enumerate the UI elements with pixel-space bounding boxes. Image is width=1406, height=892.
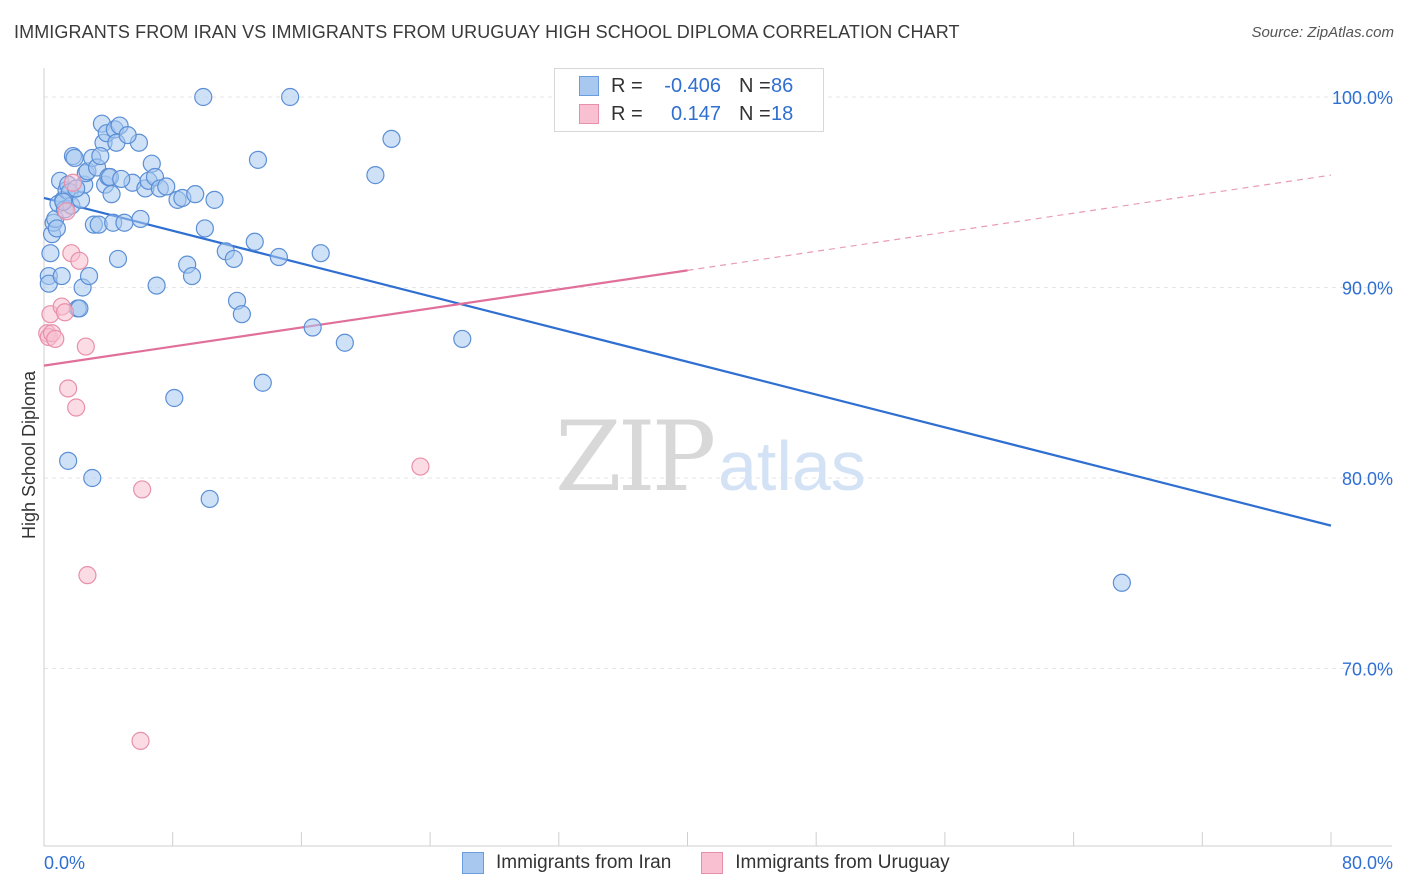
legend-n-label: N = [739,74,771,97]
uruguay-trendline [43,269,688,367]
uruguay-point [46,329,65,349]
legend-label-uruguay: Immigrants from Uruguay [735,852,950,873]
iran-point [115,213,134,232]
legend-swatch-iran [462,852,484,874]
iran-point [194,87,213,107]
iran-point [303,318,322,337]
chart-title: IMMIGRANTS FROM IRAN VS IMMIGRANTS FROM … [14,22,960,42]
uruguay-point [57,202,76,221]
iran-point [112,169,131,189]
iran-point [253,373,272,392]
legend-r-value: -0.406 [664,74,721,97]
iran-point [47,219,66,238]
legend-r-label: R = [611,74,643,97]
legend-row-uruguay: R = 0.147 N = 18 [579,101,811,127]
iran-point [205,190,224,209]
x-tick-label: 0.0% [44,853,85,873]
uruguay-point [411,457,430,476]
watermark: ZIP atlas [555,401,866,513]
uruguay-point [78,566,97,585]
uruguay-point [67,398,86,417]
tick-labels: 70.0% 80.0% 90.0% 100.0% 0.0% 80.0% High Schoo… [19,88,1393,873]
iran-point [366,166,385,185]
iran-point [245,232,264,251]
iran-point [311,244,330,263]
legend-n-label: N = [739,102,771,125]
iran-point [195,219,214,238]
uruguay-point [70,251,89,270]
uruguay-trendline [687,174,1332,271]
uruguay-point [131,731,150,750]
iran-point [453,329,472,349]
iran-point [182,266,202,286]
iran-point [41,244,60,263]
legend-n-value: 86 [771,74,794,97]
iran-point [79,266,99,286]
series-legend: Immigrants from Iran Immigrants from Uru… [462,852,980,874]
iran-point [59,451,78,470]
x-tick-label: 80.0% [1342,853,1393,873]
iran-point [157,177,176,196]
iran-point [186,185,205,204]
watermark-atlas: atlas [718,427,866,505]
uruguay-point [76,337,95,356]
y-tick-label: 100.0% [1332,88,1393,108]
uruguay-point [63,173,83,192]
iran-trendline [43,196,1332,527]
grid-lines [44,96,1392,669]
watermark-zip: ZIP [555,401,714,513]
iran-point [224,249,243,269]
legend-r-label: R = [611,102,643,125]
iran-point [165,388,184,408]
legend-swatch-uruguay [701,852,724,874]
iran-point [91,146,110,166]
stats-legend: R = -0.406 N = 86 R = 0.147 N = 18 [554,68,824,132]
iran-point [118,126,137,145]
iran-point [281,87,300,107]
trendlines [43,174,1332,527]
iran-point [335,333,354,352]
iran-point [147,276,166,295]
uruguay-point [55,303,75,322]
uruguay-point [59,379,78,398]
iran-point [102,185,121,204]
iran-point [131,209,150,229]
y-axis-label: High School Diploma [19,370,39,539]
legend-item-uruguay: Immigrants from Uruguay [701,852,950,874]
legend-item-iran: Immigrants from Iran [462,852,671,874]
legend-row-iran: R = -0.406 N = 86 [579,73,811,99]
iran-point [248,150,268,169]
legend-label-iran: Immigrants from Iran [496,852,672,873]
iran-point [200,489,219,509]
iran-point [1112,573,1131,592]
y-tick-label: 90.0% [1342,279,1393,299]
data-points [38,87,1131,750]
source-label: Source: ZipAtlas.com [1251,24,1394,41]
legend-n-value: 18 [771,102,794,125]
legend-swatch-iran [579,76,599,96]
iran-point [269,247,288,267]
axes [43,68,1392,847]
y-tick-label: 80.0% [1342,469,1393,489]
iran-point [232,305,251,324]
legend-r-value: 0.147 [670,102,721,125]
iran-point [108,249,128,269]
legend-swatch-uruguay [579,104,599,124]
iran-point [52,266,71,286]
iran-point [382,129,401,149]
iran-point [83,468,102,488]
uruguay-point [133,480,152,499]
iran-point [65,148,84,168]
y-tick-label: 70.0% [1342,660,1393,680]
